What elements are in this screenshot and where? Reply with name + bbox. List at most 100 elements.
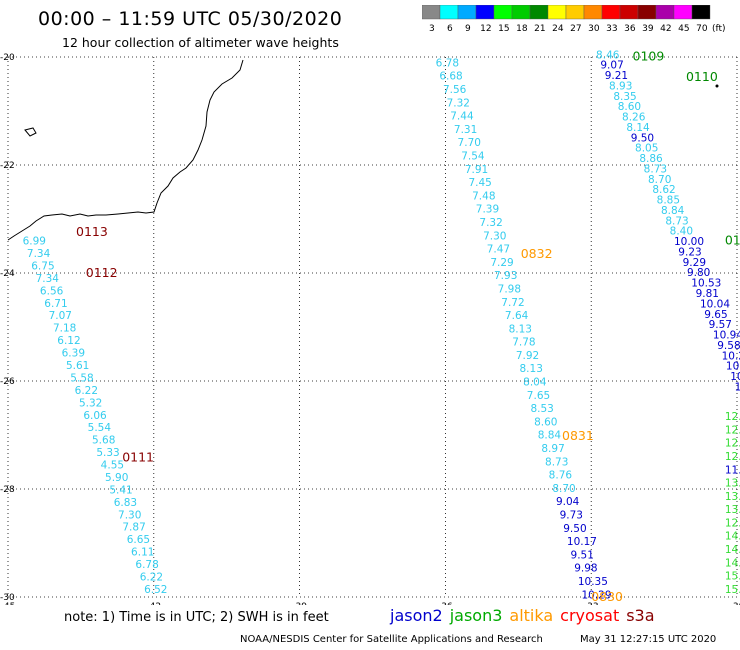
swh-value: 8.93 <box>609 80 632 92</box>
swh-value: 10 <box>730 371 740 383</box>
swh-value: 8.70 <box>648 174 671 186</box>
satellite-name: jason3 <box>449 606 503 625</box>
swh-value: 6.12 <box>57 335 80 347</box>
swh-value: 15.03 <box>725 571 740 583</box>
swh-value: 14.44 <box>725 544 740 556</box>
colorbar-swatch <box>691 5 711 20</box>
swh-value: 9.07 <box>600 60 623 72</box>
swh-value: 7.44 <box>450 111 474 123</box>
swh-value: 13.5 <box>725 504 740 516</box>
lat-tick-label: -28 <box>0 485 15 495</box>
swh-value: 6.06 <box>83 410 107 422</box>
swh-value: 7.34 <box>36 273 60 285</box>
pass-time-label: 0110 <box>686 69 718 84</box>
swh-value: 7.78 <box>512 337 535 349</box>
swh-value: 6.78 <box>436 57 459 69</box>
swh-value: 6.68 <box>439 71 462 83</box>
swh-value: 8.76 <box>549 470 573 482</box>
swh-value: 7.47 <box>487 244 510 256</box>
swh-value: 7.54 <box>461 150 485 162</box>
colorbar-unit: (ft) <box>712 24 726 34</box>
lon-tick-label: -39 <box>292 602 307 605</box>
swh-value: 9.50 <box>563 523 586 535</box>
swh-value: 7.29 <box>490 257 513 269</box>
swh-value: 8.73 <box>545 456 568 468</box>
swh-value: 9.65 <box>704 309 727 321</box>
swh-value: 5.61 <box>66 360 89 372</box>
satellite-name: altika <box>509 606 554 625</box>
colorbar-label: 6 <box>447 24 453 34</box>
colorbar-label: 27 <box>570 24 581 34</box>
map-subtitle: 12 hour collection of altimeter wave hei… <box>62 35 339 50</box>
swh-value: 6.75 <box>31 260 54 272</box>
swh-value: 7.45 <box>468 177 491 189</box>
lon-tick-label: -30 <box>730 602 740 605</box>
colorbar-label: 36 <box>624 24 636 34</box>
swh-value: 8.04 <box>523 377 547 389</box>
swh-value: 8.86 <box>639 153 663 165</box>
swh-value: 12.4 <box>725 438 740 450</box>
swh-value: 7.34 <box>27 248 51 260</box>
swh-value: 7.30 <box>118 509 141 521</box>
swh-value: 8.46 <box>596 49 620 61</box>
swh-value: 12.9 <box>725 451 740 463</box>
swh-value: 6.78 <box>135 559 158 571</box>
swh-value: 8.73 <box>665 215 688 227</box>
satellite-name: jason2 <box>390 606 443 625</box>
swh-value: 9.98 <box>574 563 597 575</box>
pass-time-label: 0112 <box>86 265 118 280</box>
island-dot <box>715 84 719 88</box>
swh-value: 8.62 <box>652 184 675 196</box>
swh-value: 10.1 <box>726 361 740 373</box>
lon-tick-label: -33 <box>584 602 599 605</box>
swh-value: 8.70 <box>552 483 575 495</box>
swh-value: 7.31 <box>454 124 477 136</box>
pass-time-label: 0111 <box>725 233 740 248</box>
swh-value: 8.97 <box>541 443 564 455</box>
swh-value: 7.70 <box>458 137 481 149</box>
swh-value: 7.98 <box>498 283 521 295</box>
swh-value: 14.58 <box>725 557 740 569</box>
lat-tick-label: -20 <box>0 53 15 63</box>
lon-tick-label: -42 <box>146 602 161 605</box>
swh-value: 15.51 <box>725 584 740 596</box>
swh-value: 5.41 <box>109 484 132 496</box>
swh-value: 7.64 <box>505 310 529 322</box>
wave-height-map: -45 -42 -39 -36 -33 -30 -20 -22 -24 -26 -28 -30 6.78… <box>0 48 740 605</box>
swh-value: 6.99 <box>23 236 46 248</box>
colorbar-label: 24 <box>552 24 564 34</box>
swh-value: 7.48 <box>472 190 495 202</box>
swh-value: 13.3 <box>725 478 740 490</box>
island-outline <box>24 127 37 137</box>
colorbar-label: 39 <box>642 24 654 34</box>
swh-value: 9.04 <box>556 496 580 508</box>
colorbar-label: 70 <box>696 24 708 34</box>
satellite-legend: jason2 jason3 altika cryosat s3a <box>390 606 662 625</box>
swh-value: 11 <box>735 381 740 393</box>
swh-value: 10.00 <box>674 236 704 248</box>
swh-value: 8.05 <box>635 143 658 155</box>
swh-value: 13.4 <box>725 491 740 503</box>
swh-value: 7.92 <box>516 350 539 362</box>
swh-value: 8.14 <box>626 122 650 134</box>
swh-value: 7.07 <box>49 310 72 322</box>
swh-value: 9.23 <box>678 246 701 258</box>
swh-value: 6.52 <box>144 584 167 596</box>
swh-value: 6.83 <box>114 497 137 509</box>
swh-value: 8.84 <box>538 430 562 442</box>
swh-value: 9.81 <box>696 288 719 300</box>
swh-value: 6.65 <box>127 534 150 546</box>
pass-time-label: 0832 <box>521 246 553 261</box>
pass-time-label: 0113 <box>76 224 108 239</box>
swh-value: 7.65 <box>527 390 550 402</box>
swh-value: 9.80 <box>687 267 710 279</box>
swh-value: 5.32 <box>79 397 102 409</box>
swh-value: 8.60 <box>534 416 557 428</box>
pass-time-label: 0109 <box>633 48 665 63</box>
pass-time-label: 0111 <box>122 450 154 465</box>
swh-value: 7.18 <box>53 323 76 335</box>
swh-value: 10.2 <box>722 350 740 362</box>
colorbar-label: 33 <box>606 24 617 34</box>
swh-value: 5.58 <box>70 372 93 384</box>
pass-time-label: 0830 <box>591 589 623 604</box>
